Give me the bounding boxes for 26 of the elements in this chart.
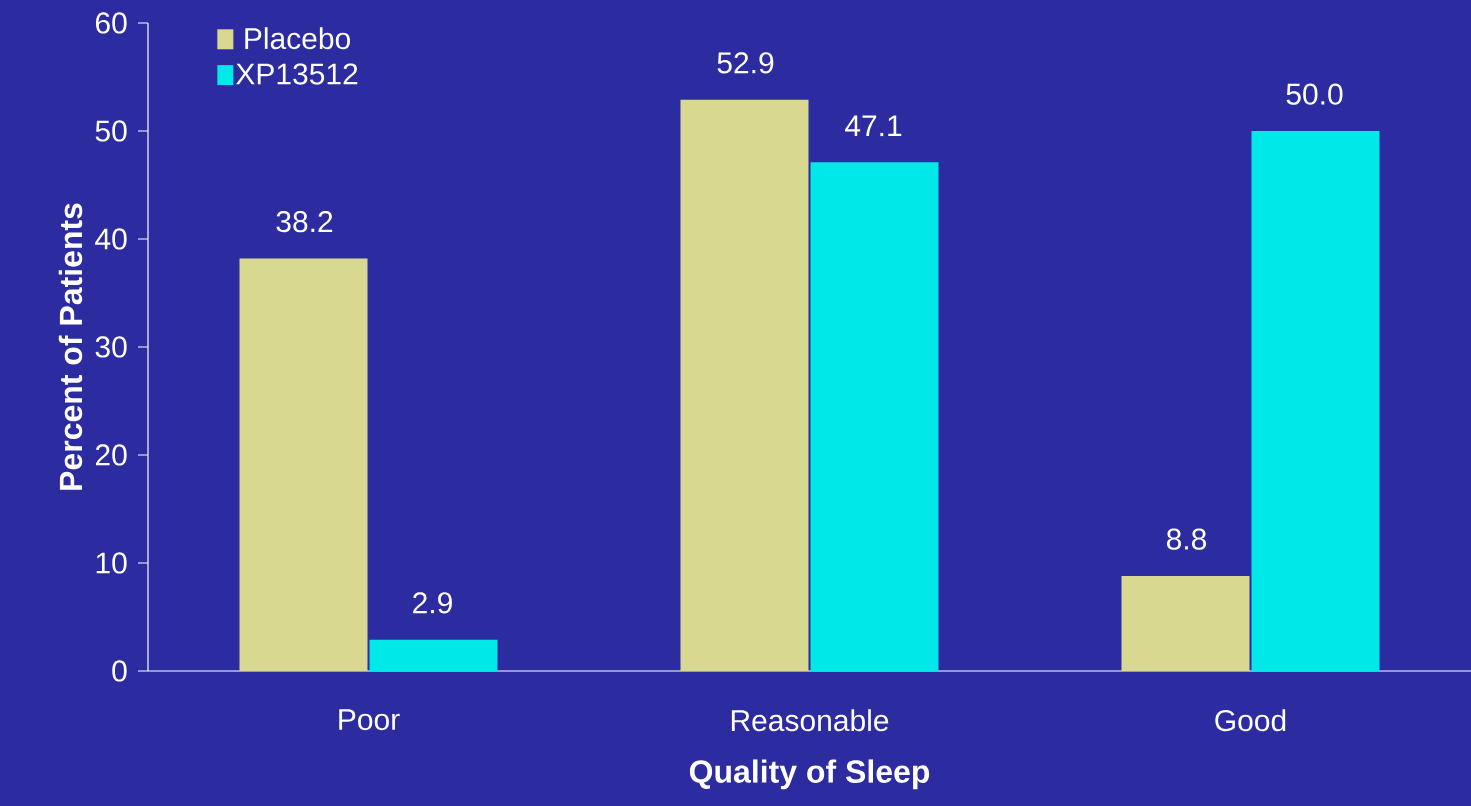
bar [1251, 130, 1380, 671]
x-axis-title: Quality of Sleep [689, 759, 930, 790]
y-tick-label: 30 [95, 336, 127, 358]
data-label: 47.1 [845, 115, 902, 137]
y-tick-label: 20 [95, 444, 127, 466]
y-tick-label: 0 [112, 660, 127, 682]
data-label: 38.2 [276, 210, 333, 233]
bar [810, 162, 939, 671]
bar [680, 99, 809, 671]
x-tick-label: Poor [339, 709, 400, 731]
y-tick-label: 40 [95, 228, 127, 250]
bar [1121, 575, 1250, 671]
data-label: 52.9 [717, 52, 774, 74]
legend-label: XP13512 [236, 63, 358, 85]
data-label: 50.0 [1286, 83, 1343, 105]
x-tick-label: Reasonable [731, 709, 889, 732]
x-tick-label: Good [1215, 709, 1286, 732]
y-tick-label: 10 [96, 552, 127, 574]
y-tick-label: 50 [95, 120, 127, 142]
data-label: 2.9 [413, 592, 452, 614]
y-tick-label: 60 [95, 12, 127, 34]
bar [369, 639, 498, 671]
bar [239, 258, 368, 671]
data-label: 8.8 [1166, 528, 1207, 550]
legend-label: Placebo [245, 27, 350, 50]
y-axis-title: Percent of Patients [58, 203, 83, 490]
